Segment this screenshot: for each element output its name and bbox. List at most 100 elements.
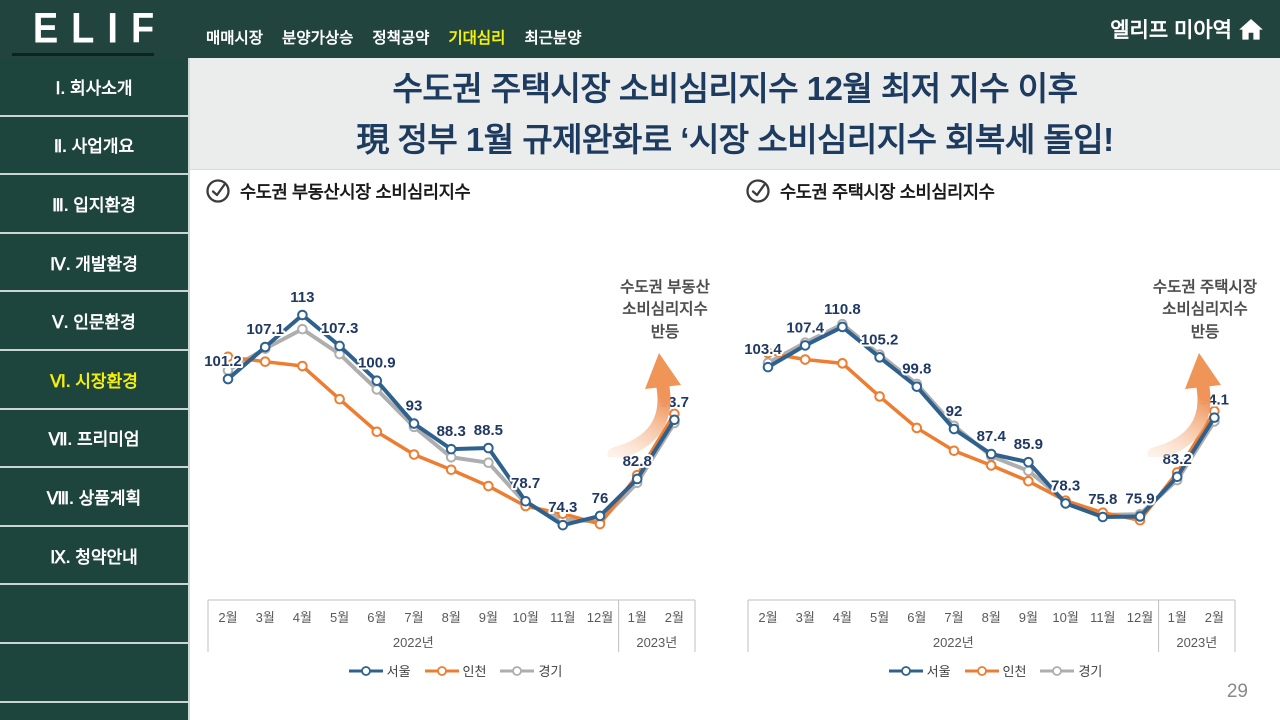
chart-annotation: 수도권 주택시장 소비심리지수 반등: [1152, 279, 1258, 341]
top-nav: 매매시장 분양가상승 정책공약 기대심리 최근분양: [206, 26, 582, 58]
nav-item[interactable]: 기대심리: [448, 30, 506, 47]
legend-marker-icon: [500, 665, 535, 676]
chart-block-left: 수도권 부동산시장 소비심리지수 2월 3월 4월 5월 6월 7월 8월 9월 10월 11월 1…: [195, 178, 725, 700]
nav-item[interactable]: 분양가상승: [282, 30, 354, 47]
check-circle-icon: [746, 179, 770, 203]
legend-marker-icon: [348, 665, 383, 676]
svg-text:3월: 3월: [256, 610, 275, 625]
sidebar-item[interactable]: Ⅶ. 프리미엄: [0, 410, 188, 469]
chart-legend: 서울 인천 경기: [195, 661, 715, 680]
svg-text:113: 113: [290, 289, 314, 306]
svg-text:11월: 11월: [550, 610, 575, 625]
svg-text:6월: 6월: [907, 610, 926, 625]
legend-item: 서울: [348, 661, 411, 680]
legend-item: 경기: [499, 661, 562, 680]
project-title-text: 엘리프 미아역: [1110, 19, 1232, 42]
elif-logo[interactable]: ELIF: [32, 4, 168, 52]
svg-text:7월: 7월: [944, 610, 963, 625]
legend-item: 인천: [964, 661, 1026, 680]
chart-legend: 서울 인천 경기: [735, 661, 1255, 680]
svg-text:2월: 2월: [1205, 610, 1224, 625]
svg-text:105.2: 105.2: [861, 331, 899, 348]
svg-text:7월: 7월: [404, 610, 423, 625]
headline-line2: 現 정부 1월 규제완화로 ‘시장 소비심리지수 회복세 돌입!: [356, 120, 1114, 158]
svg-text:93: 93: [406, 398, 423, 415]
svg-text:74.3: 74.3: [548, 499, 577, 516]
sidebar-item[interactable]: Ⅵ. 시장환경: [0, 351, 188, 410]
chart-title: 수도권 주택시장 소비심리지수: [780, 181, 995, 202]
svg-text:2월: 2월: [758, 610, 777, 625]
sidebar-item[interactable]: Ⅷ. 상품계획: [0, 468, 188, 527]
sidebar-item[interactable]: Ⅴ. 인문환경: [0, 292, 188, 351]
svg-text:75.9: 75.9: [1125, 490, 1154, 507]
svg-text:12월: 12월: [1127, 610, 1153, 625]
home-icon[interactable]: [1238, 17, 1264, 41]
sidebar-item[interactable]: Ⅸ. 청약안내: [0, 527, 188, 586]
svg-text:76: 76: [592, 490, 609, 507]
sidebar-item[interactable]: Ⅳ. 개발환경: [0, 234, 188, 293]
svg-text:10월: 10월: [512, 610, 538, 625]
svg-text:4월: 4월: [833, 610, 852, 625]
legend-item: 경기: [1039, 661, 1102, 680]
legend-label: 인천: [462, 664, 487, 679]
svg-text:107.4: 107.4: [786, 319, 824, 336]
svg-text:78.7: 78.7: [511, 475, 540, 492]
sidebar: Ⅰ. 회사소개 Ⅱ. 사업개요 Ⅲ. 입지환경 Ⅳ. 개발환경 Ⅴ. 인문환경 Ⅵ. 시장…: [0, 58, 190, 720]
svg-text:9월: 9월: [479, 610, 498, 625]
chart-title: 수도권 부동산시장 소비심리지수: [240, 181, 471, 202]
svg-text:99.8: 99.8: [902, 361, 931, 378]
legend-marker-icon: [964, 665, 999, 676]
svg-text:110.8: 110.8: [824, 301, 861, 318]
svg-text:92: 92: [946, 403, 963, 420]
svg-text:1월: 1월: [628, 610, 647, 625]
logo-area: ELIF: [0, 4, 190, 52]
svg-text:11월: 11월: [1090, 610, 1115, 625]
sidebar-item[interactable]: Ⅲ. 입지환경: [0, 175, 188, 234]
svg-text:78.3: 78.3: [1051, 477, 1080, 494]
svg-text:103.4: 103.4: [744, 341, 782, 358]
sidebar-empty-cell: [0, 585, 188, 644]
chart-annotation: 수도권 부동산 소비심리지수 반등: [620, 279, 710, 341]
legend-item: 인천: [424, 661, 487, 680]
svg-text:8월: 8월: [442, 610, 461, 625]
page-number: 29: [1226, 681, 1248, 702]
chart-header: 수도권 주택시장 소비심리지수: [735, 178, 1265, 204]
headline: 수도권 주택시장 소비심리지수 12월 최저 지수 이후 現 정부 1월 규제완…: [190, 58, 1280, 170]
svg-text:2022년: 2022년: [933, 635, 974, 650]
svg-text:1월: 1월: [1168, 610, 1187, 625]
top-bar: ELIF 매매시장 분양가상승 정책공약 기대심리 최근분양 엘리프 미아역: [0, 0, 1280, 58]
headline-line1: 수도권 주택시장 소비심리지수 12월 최저 지수 이후: [392, 69, 1078, 107]
svg-text:2월: 2월: [665, 610, 684, 625]
legend-marker-icon: [1040, 665, 1075, 676]
nav-item[interactable]: 매매시장: [206, 30, 264, 47]
svg-text:101.2: 101.2: [204, 353, 242, 370]
sidebar-item[interactable]: Ⅰ. 회사소개: [0, 58, 188, 117]
sidebar-item[interactable]: Ⅱ. 사업개요: [0, 117, 188, 176]
svg-text:2023년: 2023년: [1176, 635, 1217, 650]
svg-text:85.9: 85.9: [1014, 436, 1043, 453]
svg-text:87.4: 87.4: [977, 428, 1007, 445]
sidebar-fill: [0, 703, 188, 720]
svg-text:6월: 6월: [367, 610, 386, 625]
check-circle-icon: [206, 179, 230, 203]
legend-label: 서울: [386, 664, 411, 679]
project-title: 엘리프 미아역: [1110, 14, 1264, 44]
svg-text:107.3: 107.3: [321, 320, 359, 337]
svg-text:5월: 5월: [870, 610, 889, 625]
svg-text:2월: 2월: [218, 610, 237, 625]
rebound-arrow-icon: [1147, 353, 1221, 457]
svg-text:88.3: 88.3: [437, 423, 466, 440]
legend-label: 경기: [1078, 664, 1103, 679]
nav-item[interactable]: 정책공약: [372, 30, 430, 47]
svg-text:100.9: 100.9: [358, 355, 396, 372]
svg-text:82.8: 82.8: [623, 453, 652, 470]
nav-item[interactable]: 최근분양: [524, 30, 582, 47]
svg-text:2023년: 2023년: [636, 635, 677, 650]
svg-text:107.1: 107.1: [246, 321, 284, 338]
svg-text:8월: 8월: [982, 610, 1001, 625]
svg-text:3월: 3월: [796, 610, 815, 625]
legend-marker-icon: [888, 665, 923, 676]
svg-text:9월: 9월: [1019, 610, 1038, 625]
chart-block-right: 수도권 주택시장 소비심리지수 2월 3월 4월 5월 6월 7월 8월 9월 10월 11월 12…: [735, 178, 1265, 700]
